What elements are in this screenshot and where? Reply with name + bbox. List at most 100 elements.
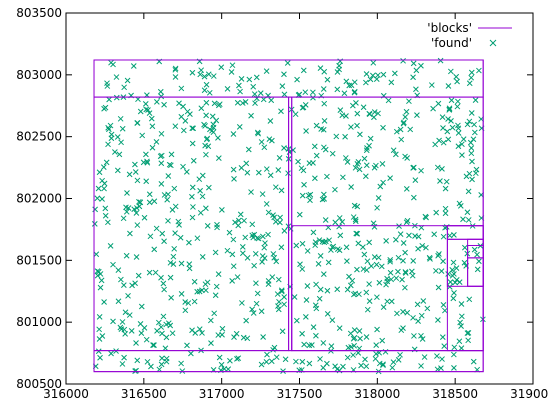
found-point <box>184 342 190 349</box>
found-point <box>293 358 299 365</box>
found-point <box>133 340 139 346</box>
found-point <box>107 243 114 249</box>
found-point <box>299 266 306 272</box>
found-point <box>371 164 378 171</box>
found-point <box>99 196 105 202</box>
found-point <box>172 65 179 72</box>
found-point <box>342 155 349 161</box>
found-point <box>378 263 385 270</box>
found-point <box>161 192 168 198</box>
found-point <box>253 280 259 287</box>
found-point <box>399 276 405 283</box>
found-point <box>361 155 368 162</box>
found-point <box>231 334 237 341</box>
found-point <box>178 260 185 267</box>
block-rect <box>446 225 484 352</box>
found-point <box>275 303 281 309</box>
found-point <box>332 186 338 193</box>
found-point <box>213 117 220 124</box>
found-point <box>373 76 380 82</box>
found-point <box>450 351 457 358</box>
found-point <box>402 284 408 291</box>
found-point <box>350 335 357 342</box>
legend: 'blocks' 'found' <box>427 21 512 50</box>
found-point <box>270 346 276 353</box>
found-point <box>128 327 135 334</box>
found-point <box>387 175 393 181</box>
found-point <box>190 157 197 164</box>
found-point <box>372 355 379 362</box>
found-point <box>344 286 351 293</box>
found-point <box>244 169 251 176</box>
found-point <box>440 302 447 308</box>
found-point <box>252 100 258 107</box>
found-point <box>258 139 265 145</box>
found-point <box>156 366 163 373</box>
found-point <box>136 198 142 205</box>
found-point <box>189 140 196 147</box>
found-point <box>237 211 244 218</box>
found-point <box>440 139 447 146</box>
found-point <box>144 159 151 166</box>
found-point <box>380 124 386 131</box>
found-point <box>172 230 178 237</box>
found-point <box>438 268 445 274</box>
found-point <box>187 111 193 117</box>
found-point <box>340 363 346 370</box>
found-point <box>235 222 242 229</box>
found-point <box>356 328 363 334</box>
found-point <box>427 256 433 262</box>
x-tick-label: 318000 <box>354 387 400 401</box>
found-point <box>310 94 316 101</box>
found-point <box>370 220 377 227</box>
found-point <box>322 217 329 223</box>
found-point <box>393 151 399 158</box>
found-point <box>468 150 475 157</box>
found-point <box>364 306 371 313</box>
found-point <box>299 240 306 247</box>
found-point <box>230 131 237 137</box>
found-point <box>465 330 472 336</box>
found-point <box>102 104 109 111</box>
found-point <box>120 215 127 222</box>
found-point <box>258 361 265 368</box>
found-point <box>402 249 408 256</box>
found-point <box>352 164 359 171</box>
found-point <box>344 258 350 265</box>
found-point <box>444 128 451 135</box>
found-point <box>328 343 335 349</box>
found-point <box>153 139 160 145</box>
found-point <box>178 85 185 92</box>
found-point <box>96 169 103 176</box>
found-point <box>121 326 128 333</box>
found-point <box>137 199 144 206</box>
found-point <box>351 88 358 95</box>
found-point <box>395 357 402 363</box>
found-point <box>99 333 106 339</box>
found-point <box>442 307 448 314</box>
legend-found-marker <box>489 39 497 47</box>
found-point <box>337 232 344 239</box>
found-point <box>118 276 124 283</box>
found-point <box>270 251 277 257</box>
found-point <box>218 361 225 368</box>
found-point <box>292 111 299 118</box>
found-point <box>238 76 245 82</box>
found-point <box>162 345 169 352</box>
found-point <box>161 238 167 245</box>
found-point <box>255 130 261 137</box>
found-point <box>387 269 394 276</box>
found-point <box>301 181 307 188</box>
found-point <box>260 334 266 340</box>
found-point <box>380 361 386 368</box>
found-point <box>189 193 195 200</box>
found-point <box>233 330 240 337</box>
found-point <box>278 244 285 251</box>
found-point <box>143 336 150 343</box>
found-point <box>267 172 274 179</box>
found-point <box>370 59 377 66</box>
found-point <box>374 294 380 301</box>
found-point <box>175 218 182 225</box>
found-point <box>182 307 189 314</box>
